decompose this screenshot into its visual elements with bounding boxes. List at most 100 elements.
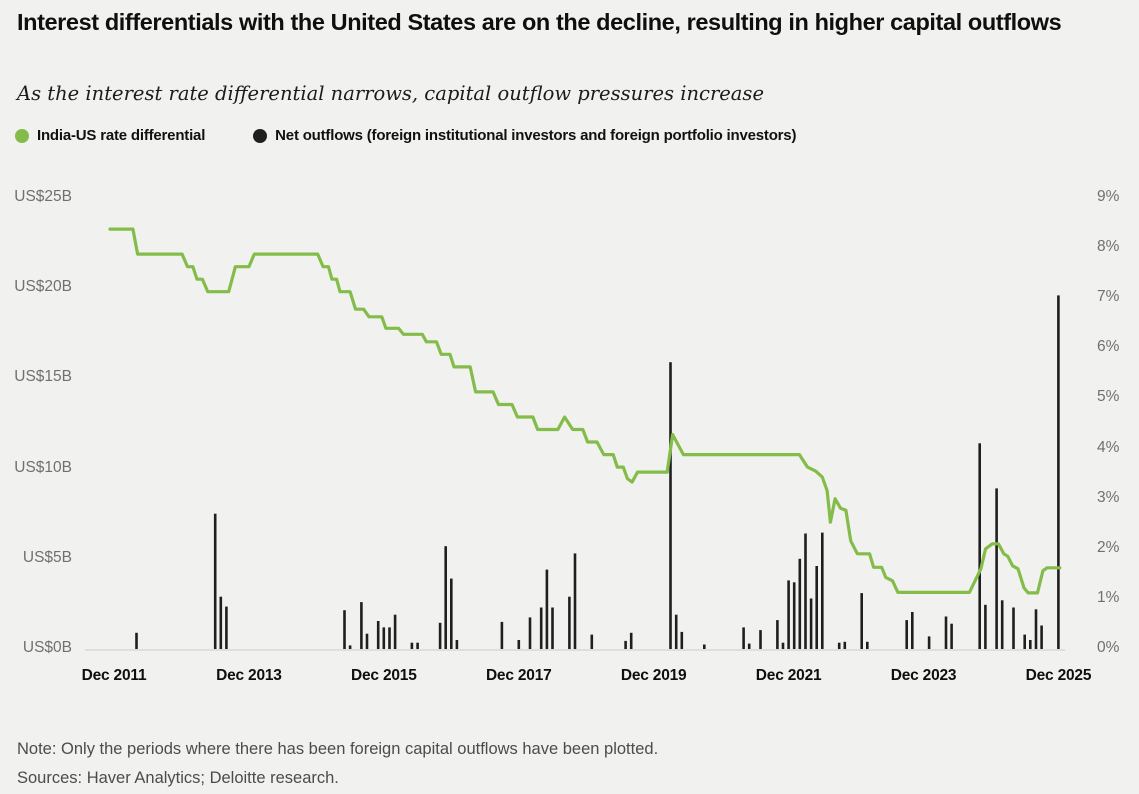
outflow-bar <box>376 621 380 649</box>
y-axis-label-right: 9% <box>1097 188 1120 205</box>
green-dot-icon <box>15 128 29 143</box>
outflow-bar <box>742 627 745 649</box>
outflow-bar <box>219 596 223 649</box>
y-axis-label-left: US$20B <box>14 278 72 296</box>
outflow-bar <box>629 632 633 649</box>
outflow-bar <box>568 596 571 649</box>
note-text: Note: Only the periods where there has b… <box>17 740 659 758</box>
y-axis-label-right: 6% <box>1097 338 1120 356</box>
x-axis-label: Dec 2011 <box>81 667 147 684</box>
y-axis-label-right: 2% <box>1097 538 1120 556</box>
y-axis-label-right: 0% <box>1097 639 1120 656</box>
outflow-bar <box>792 582 796 649</box>
outflow-bar <box>1034 609 1038 649</box>
x-axis-label: Dec 2019 <box>620 667 687 684</box>
chart-canvas <box>85 227 1065 651</box>
outflow-bar <box>950 623 953 649</box>
chart-subtitle: As the interest rate differential narrow… <box>17 82 764 105</box>
outflow-bar <box>539 607 543 649</box>
x-axis-label: Dec 2023 <box>890 667 957 684</box>
y-axis-label-left: US$15B <box>14 368 72 386</box>
black-dot-icon <box>253 128 268 143</box>
outflow-bar <box>444 546 447 649</box>
outflow-bar <box>573 553 577 649</box>
outflow-bar <box>843 641 847 649</box>
outflow-bar <box>528 617 532 649</box>
outflow-bar <box>500 621 504 649</box>
legend-item-rate-differential: India-US rate differential <box>15 127 205 144</box>
y-axis-label-left: US$0B <box>22 639 72 656</box>
y-axis-label-left: US$10B <box>14 458 72 476</box>
y-axis-label-right: 8% <box>1097 238 1120 256</box>
y-axis-label-right: 7% <box>1097 288 1120 306</box>
outflow-bar <box>382 627 386 649</box>
y-axis-label-right: 4% <box>1097 438 1120 456</box>
legend-label-net-outflows: Net outflows (foreign institutional inve… <box>275 127 797 144</box>
outflow-bar <box>787 580 790 649</box>
outflow-bar <box>225 606 228 649</box>
outflow-bar <box>343 610 346 649</box>
outflow-bar <box>624 640 627 649</box>
outflow-bar <box>213 513 217 649</box>
y-axis-label-right: 1% <box>1097 588 1120 606</box>
outflow-bar <box>669 362 672 649</box>
rate-differential-line <box>108 227 1062 595</box>
outflow-bar <box>927 636 931 649</box>
outflow-bar <box>837 642 841 649</box>
outflow-bar <box>866 641 869 649</box>
outflow-bar <box>416 642 419 649</box>
outflow-bar <box>984 604 987 649</box>
outflow-bar <box>551 607 554 649</box>
outflow-bar <box>804 533 807 649</box>
outflow-bar <box>815 566 818 649</box>
outflow-bar <box>821 532 824 649</box>
outflow-bar <box>348 645 352 649</box>
outflow-bar <box>674 614 678 649</box>
outflow-bar <box>995 488 998 649</box>
x-axis-label: Dec 2017 <box>485 667 552 684</box>
outflow-bar <box>1000 600 1004 649</box>
outflow-bar <box>365 633 369 649</box>
chart-title: Interest differentials with the United S… <box>17 9 1062 35</box>
outflow-bar <box>455 640 459 649</box>
legend-item-net-outflows: Net outflows (foreign institutional inve… <box>253 127 796 144</box>
outflow-bar <box>776 620 779 649</box>
outflow-bar <box>590 634 594 649</box>
outflow-bar <box>759 630 762 649</box>
x-axis-label: Dec 2013 <box>216 667 282 684</box>
y-axis-label-left: US$25B <box>14 188 72 205</box>
x-axis-label: Dec 2021 <box>755 667 822 684</box>
outflow-bar <box>1012 607 1015 649</box>
outflow-bar <box>1029 640 1032 649</box>
outflow-bar <box>978 443 981 649</box>
chart-plot-area: US$0B US$5B US$10B US$15B US$20B US$25B 0% 1% 2%… <box>0 180 1139 710</box>
outflow-bar <box>545 569 549 649</box>
outflow-bar <box>438 622 442 649</box>
outflow-bar <box>1023 634 1026 649</box>
x-axis-label: Dec 2015 <box>351 667 417 684</box>
outflow-bar <box>388 627 391 649</box>
outflow-bar <box>944 616 948 649</box>
outflow-bar <box>703 644 706 649</box>
outflow-bar <box>680 631 684 649</box>
outflow-bar <box>911 612 914 649</box>
y-axis-label-right: 3% <box>1097 488 1120 506</box>
outflow-bar <box>410 642 414 649</box>
outflow-bar <box>1040 625 1043 649</box>
outflow-bar <box>747 643 751 649</box>
outflow-bar <box>860 593 863 649</box>
x-axis-label: Dec 2025 <box>1025 667 1092 684</box>
outflow-bar <box>393 614 397 649</box>
outflow-bar <box>798 558 802 649</box>
outflow-bar <box>1057 295 1060 649</box>
y-axis-label-left: US$5B <box>22 548 72 566</box>
outflow-bar <box>905 620 908 649</box>
outflow-bar <box>135 632 138 649</box>
outflow-bar <box>450 578 453 649</box>
sources-text: Sources: Haver Analytics; Deloitte resea… <box>17 768 339 787</box>
legend-label-rate-differential: India-US rate differential <box>37 127 206 144</box>
outflow-bar <box>809 598 813 649</box>
legend: India-US rate differential Net outflows … <box>15 127 844 144</box>
chart-footnotes: Note: Only the periods where there has b… <box>17 735 658 792</box>
